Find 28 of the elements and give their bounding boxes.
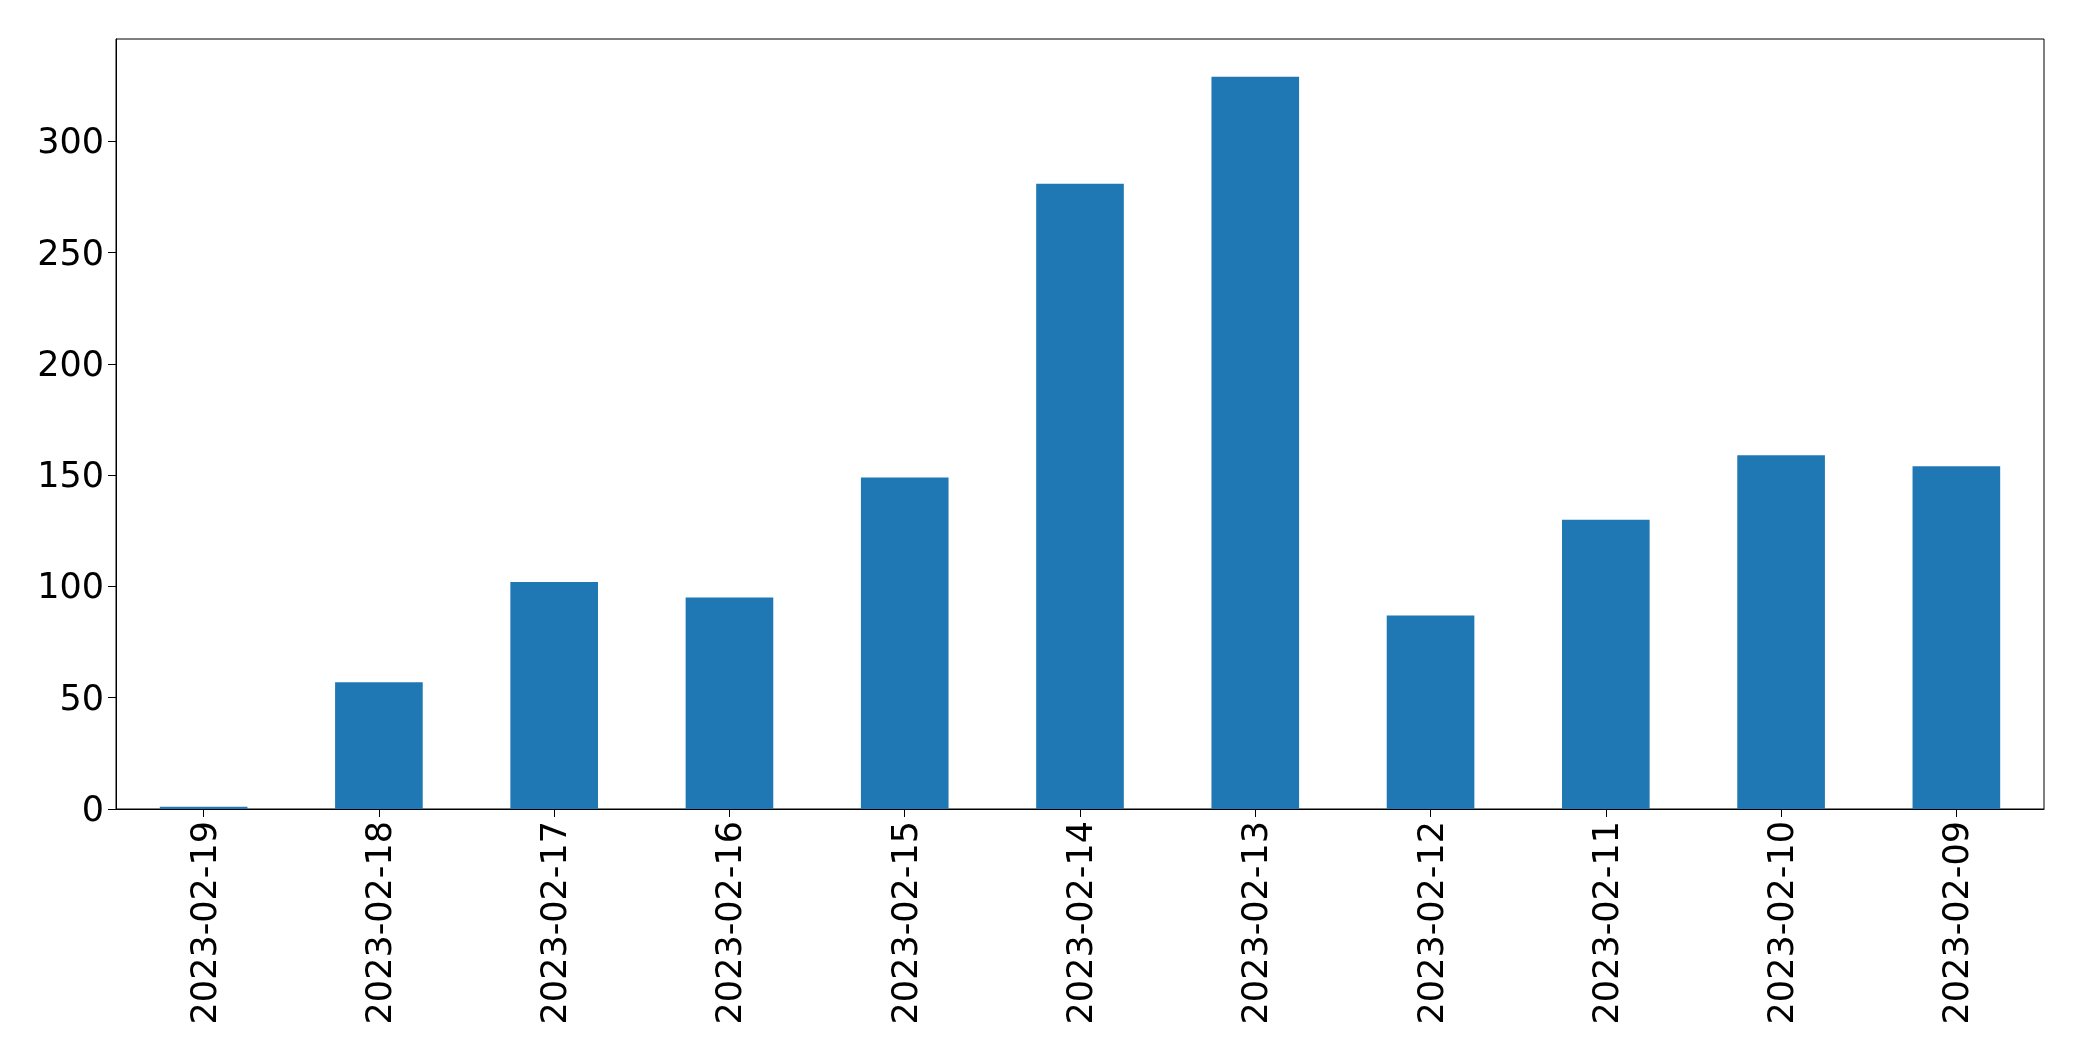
x-tick-label: 2023-02-15 bbox=[884, 821, 925, 1025]
x-tick-label: 2023-02-19 bbox=[183, 821, 224, 1025]
x-tick-label: 2023-02-13 bbox=[1235, 821, 1276, 1025]
x-tick-label: 2023-02-09 bbox=[1936, 821, 1977, 1025]
bar bbox=[1912, 466, 2001, 809]
bar bbox=[1036, 183, 1124, 809]
y-tick-label: 300 bbox=[37, 121, 104, 162]
x-tick-label: 2023-02-16 bbox=[709, 821, 750, 1025]
bar bbox=[1737, 455, 1825, 809]
bar bbox=[860, 477, 949, 809]
bar bbox=[685, 597, 774, 809]
bar bbox=[510, 582, 598, 809]
bar bbox=[1211, 76, 1300, 809]
y-tick-label: 50 bbox=[59, 677, 104, 718]
x-tick-label: 2023-02-17 bbox=[534, 821, 575, 1025]
x-tick-label: 2023-02-11 bbox=[1585, 821, 1626, 1025]
x-tick-label: 2023-02-10 bbox=[1761, 821, 1802, 1025]
x-tick-label: 2023-02-14 bbox=[1060, 821, 1100, 1025]
y-tick-label: 250 bbox=[37, 232, 104, 273]
x-tick-label: 2023-02-12 bbox=[1410, 821, 1451, 1025]
bar bbox=[335, 682, 423, 809]
y-tick-label: 100 bbox=[37, 566, 104, 607]
x-tick-label: 2023-02-18 bbox=[358, 821, 399, 1025]
y-tick-label: 200 bbox=[37, 343, 104, 384]
bar bbox=[1562, 519, 1650, 809]
bar bbox=[1386, 615, 1475, 809]
y-tick-label: 150 bbox=[37, 455, 104, 496]
y-tick-label: 0 bbox=[81, 789, 104, 829]
